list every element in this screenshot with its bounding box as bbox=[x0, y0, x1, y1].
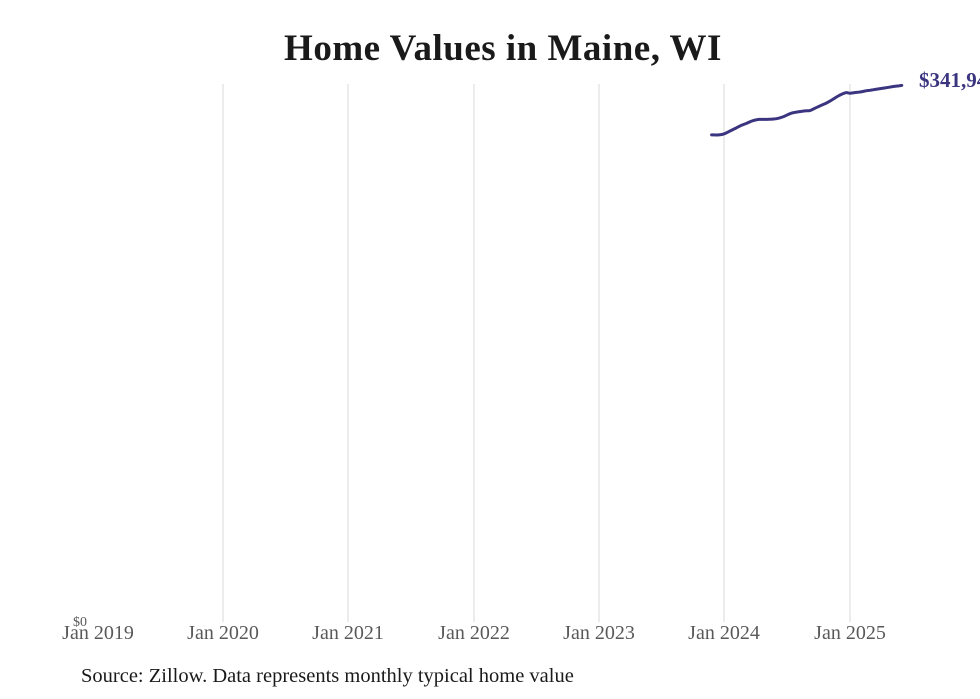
svg-text:$0: $0 bbox=[73, 615, 87, 630]
svg-text:Jan 2024: Jan 2024 bbox=[688, 622, 760, 644]
svg-text:Jan 2023: Jan 2023 bbox=[563, 622, 635, 644]
svg-text:Jan 2025: Jan 2025 bbox=[814, 622, 886, 644]
svg-text:$341,94: $341,94 bbox=[919, 68, 980, 92]
svg-text:Jan 2021: Jan 2021 bbox=[312, 622, 384, 644]
svg-text:Jan 2020: Jan 2020 bbox=[187, 622, 259, 644]
svg-text:Jan 2022: Jan 2022 bbox=[438, 622, 510, 644]
